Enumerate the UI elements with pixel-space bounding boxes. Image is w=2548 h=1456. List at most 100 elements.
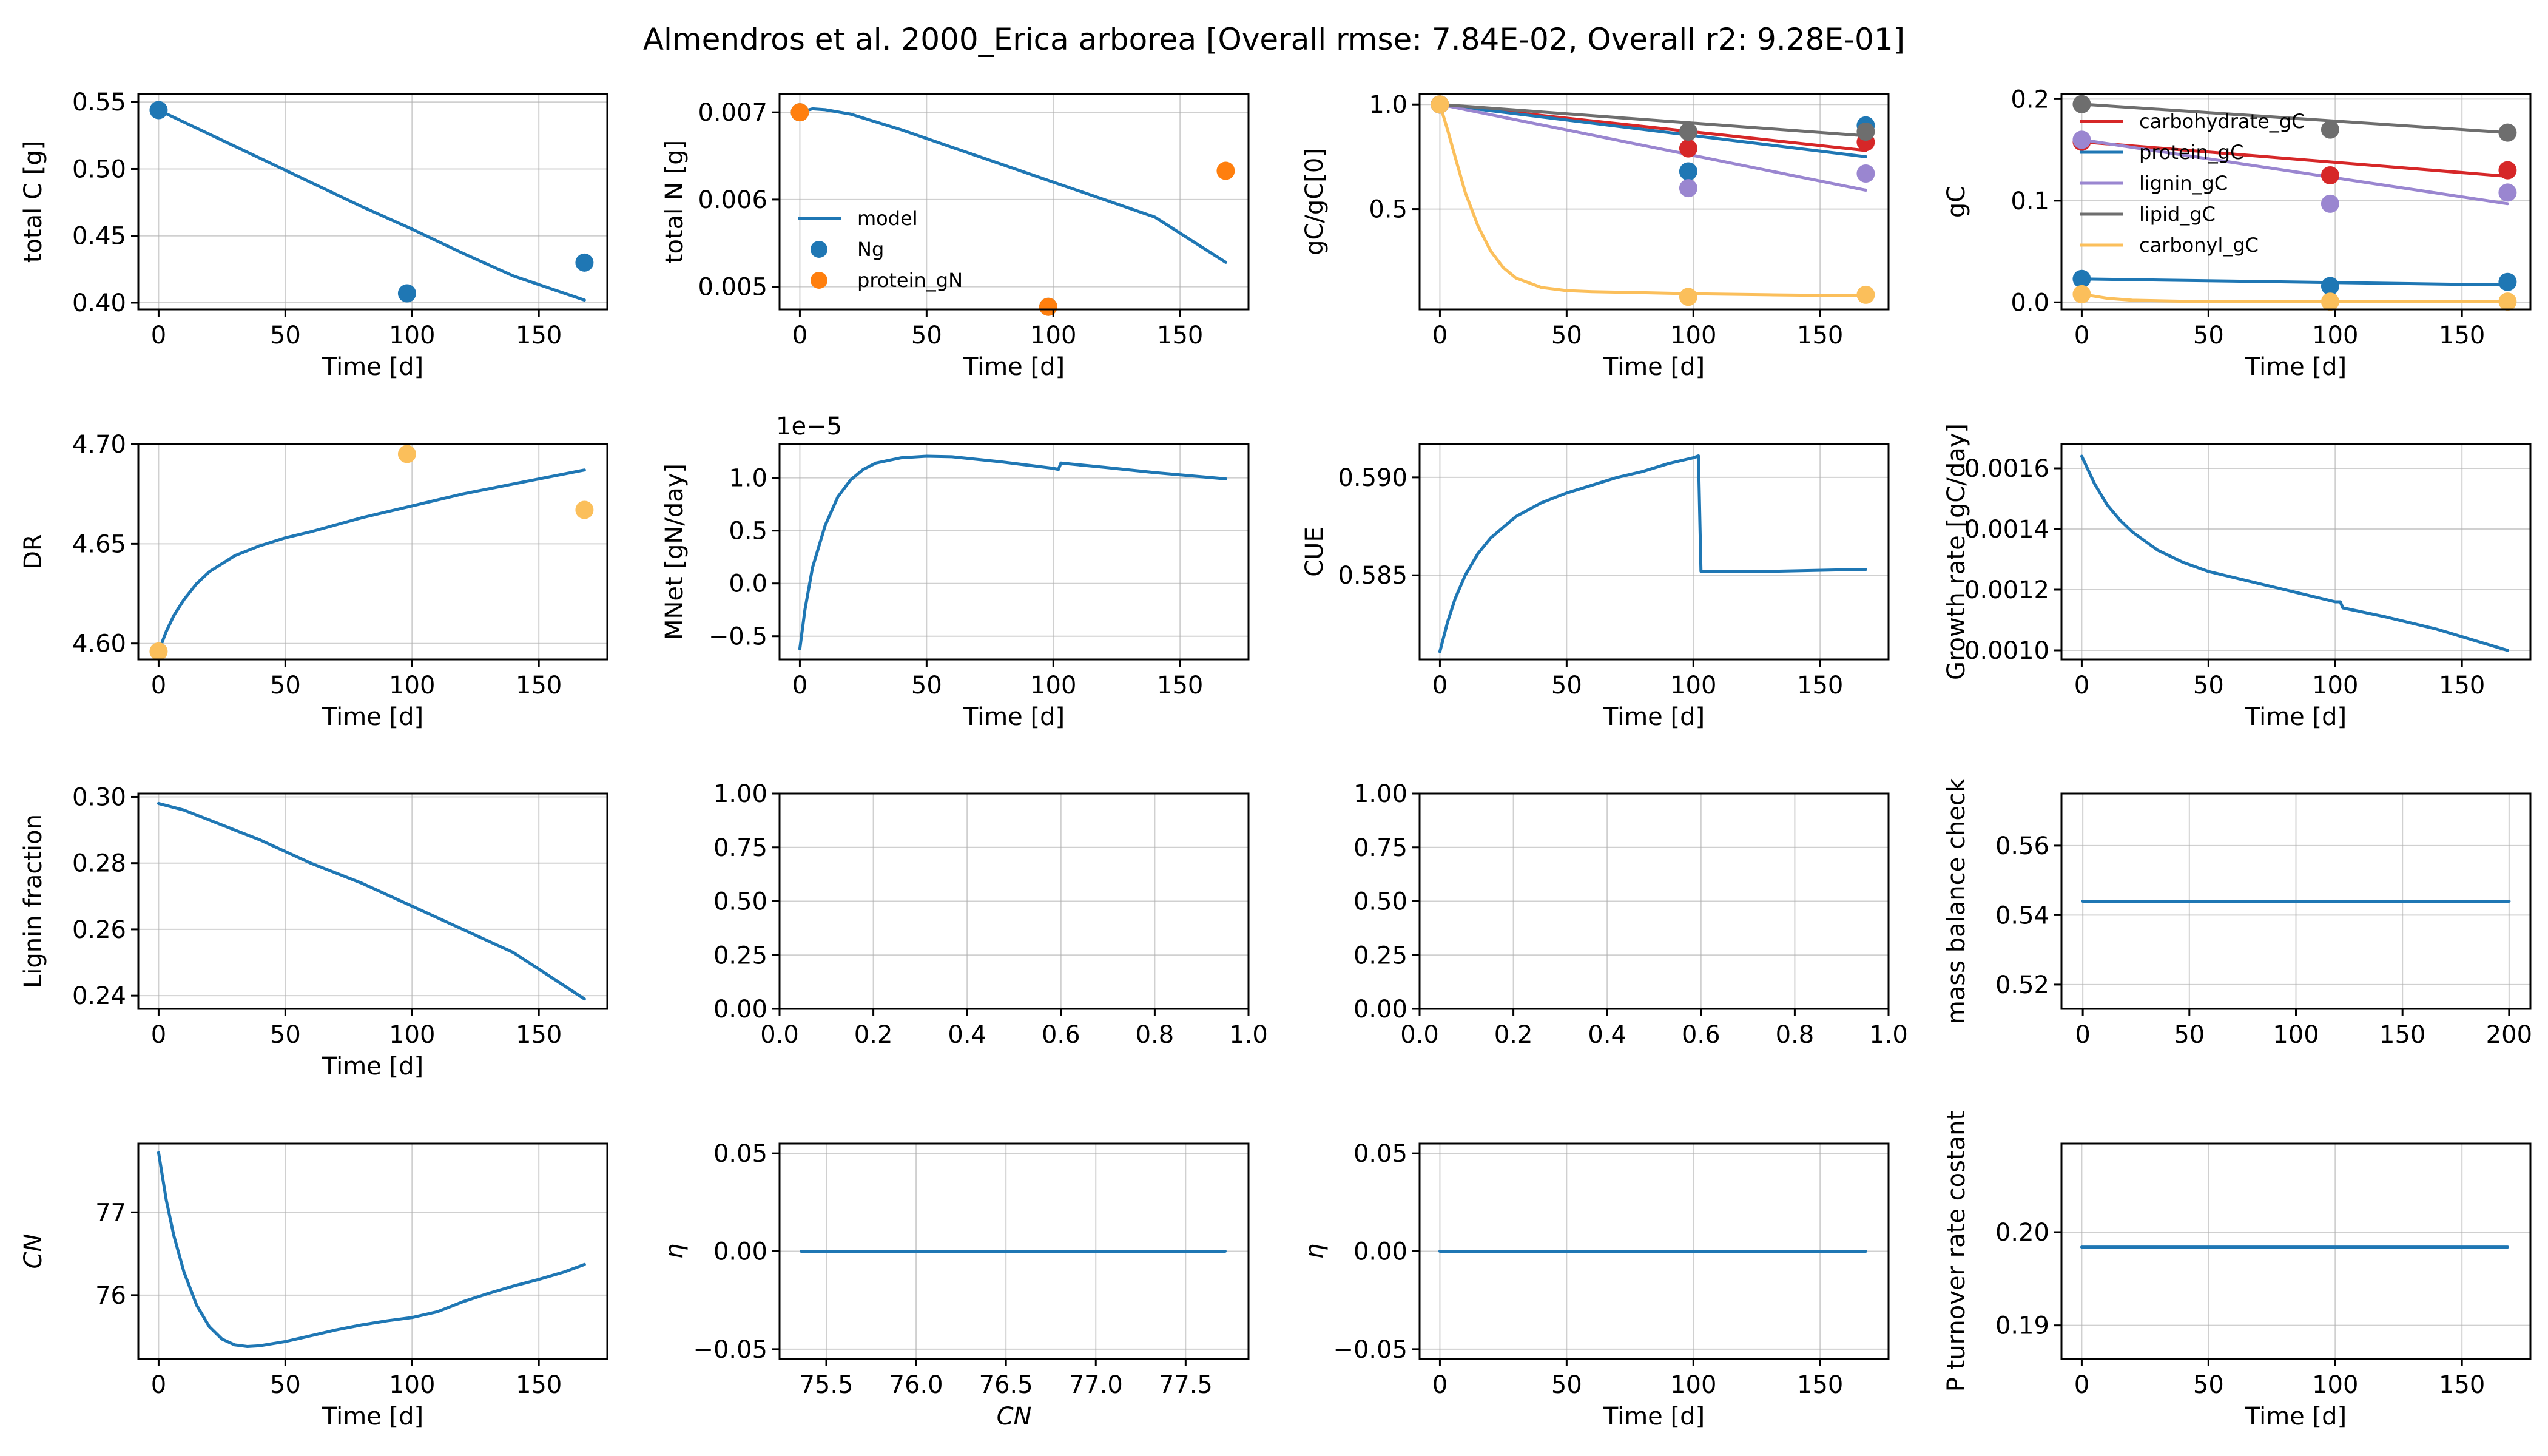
x-tick-label: 0 — [2074, 1371, 2089, 1399]
x-tick-label: 50 — [270, 672, 301, 699]
y-axis-label: DR — [19, 534, 47, 570]
x-axis-label: Time [d] — [1603, 703, 1705, 731]
y-axis-label: η — [661, 1244, 689, 1259]
y-tick-label: 0.590 — [1338, 464, 1407, 492]
x-tick-label: 100 — [389, 1371, 435, 1399]
x-tick-label: 150 — [2439, 1371, 2485, 1399]
y-tick-label: 1.00 — [1353, 780, 1407, 808]
x-tick-label: 0 — [151, 672, 166, 699]
x-axis-label: Time [d] — [322, 1403, 423, 1431]
panel-total-c: 0 50 100 150 0.40 0.45 0.50 0.55 Time [d] total C… — [19, 89, 608, 381]
series-line — [1438, 103, 1867, 298]
data-point — [2072, 285, 2091, 303]
plot-area — [2080, 103, 2509, 303]
x-tick-label: 1.0 — [1869, 1021, 1908, 1049]
x-tick-label: 1.0 — [1229, 1021, 1268, 1049]
legend-label: model — [857, 207, 918, 230]
data-point — [1216, 161, 1235, 180]
x-tick-label: 50 — [911, 672, 942, 699]
data-point — [397, 284, 416, 303]
x-tick-label: 50 — [2174, 1021, 2205, 1049]
x-tick-label: 77.5 — [1159, 1371, 1213, 1399]
legend-label: protein_gN — [857, 269, 963, 292]
data-point — [1431, 95, 1449, 114]
panel-dr: 0 50 100 150 4.60 4.65 4.70 Time [d] DR — [19, 431, 608, 731]
x-tick-label: 150 — [516, 1021, 562, 1049]
y-tick-label: 0.00 — [713, 996, 767, 1023]
panel-mnet: 0 50 100 150 −0.5 0.0 0.5 1.0 Time [d] MNet [gN/d… — [661, 413, 1250, 731]
y-tick-label: 0.19 — [1995, 1312, 2049, 1340]
data-point — [2320, 194, 2339, 213]
legend-label: lignin_gC — [2139, 172, 2228, 195]
y-tick-label: 0.00 — [713, 1238, 767, 1266]
x-tick-label: 0 — [151, 1021, 166, 1049]
series-line-model — [798, 107, 1227, 264]
plot-area — [2080, 454, 2509, 652]
panel-pools-gc: 0 50 100 150 0.0 0.1 0.2 Time [d] gC carbohydrate… — [1943, 86, 2532, 381]
plot-area — [157, 468, 586, 653]
series-line — [157, 1151, 586, 1348]
x-tick-label: 0.8 — [1776, 1021, 1815, 1049]
legend-label: protein_gC — [2139, 141, 2243, 164]
y-axis-label: MNet [gN/day] — [661, 463, 689, 640]
panel-relative-c: 0 50 100 150 0.5 1.0 Time [d] gC/gC[0] — [1301, 91, 1890, 381]
y-axis-label: mass balance check — [1943, 778, 1970, 1024]
x-tick-label: 150 — [516, 1371, 562, 1399]
x-axis-label: Time [d] — [322, 1053, 423, 1080]
y-tick-label: 76 — [95, 1282, 126, 1310]
y-tick-label: 0.1 — [2010, 187, 2049, 215]
y-tick-label: 0.00 — [1353, 1238, 1407, 1266]
x-tick-label: 75.5 — [799, 1371, 853, 1399]
y-tick-label: 0.00 — [1353, 996, 1407, 1023]
series-line — [2080, 454, 2509, 652]
y-tick-label: 0.5 — [729, 517, 767, 545]
y-axis-label: Growth rate [gC/day] — [1943, 423, 1970, 680]
y-axis-label: total N [g] — [661, 140, 689, 263]
axes-frame — [2060, 443, 2532, 661]
x-axis-label: CN — [997, 1403, 1032, 1431]
y-tick-label: 0.25 — [1353, 942, 1407, 969]
y-tick-label: 1.00 — [713, 780, 767, 808]
data-point — [575, 253, 594, 272]
x-tick-label: 100 — [1670, 322, 1716, 349]
panel-empty-1: 0.0 0.2 0.4 0.6 0.8 1.0 0.00 0.25 0.50 0.75 1.00 — [713, 780, 1268, 1049]
y-axis-label: total C [g] — [19, 141, 47, 263]
panel-p-turnover: 0 50 100 150 0.19 0.20 Time [d] P turnover rate… — [1943, 1111, 2532, 1431]
legend-marker — [811, 241, 827, 258]
series-line — [157, 109, 586, 302]
y-tick-label: 0.05 — [1353, 1140, 1407, 1168]
x-tick-label: 150 — [516, 322, 562, 349]
x-tick-label: 100 — [1670, 1371, 1716, 1399]
x-tick-label: 100 — [2312, 322, 2358, 349]
x-tick-label: 0 — [2074, 672, 2089, 699]
data-point — [2320, 277, 2339, 295]
series-line-protein_gC — [2080, 277, 2509, 287]
y-tick-label: 0.30 — [72, 783, 126, 811]
plot-area — [157, 1151, 586, 1348]
x-tick-label: 150 — [2439, 672, 2485, 699]
y-tick-label: 0.40 — [72, 289, 126, 317]
x-tick-label: 150 — [1157, 672, 1203, 699]
legend: carbohydrate_gC protein_gC lignin_gC lipid_… — [2080, 110, 2305, 257]
axes-frame — [137, 1142, 608, 1360]
y-tick-label: 4.65 — [72, 530, 126, 558]
x-axis-label: Time [d] — [322, 703, 423, 731]
legend-label: lipid_gC — [2139, 203, 2216, 226]
y-tick-label: 4.60 — [72, 630, 126, 658]
series-line — [157, 801, 586, 1001]
y-axis-label: CUE — [1301, 527, 1329, 576]
axis-offset-label: 1e−5 — [776, 413, 842, 440]
x-tick-label: 50 — [2193, 322, 2224, 349]
panel-growth-rate: 0 50 100 150 0.0010 0.0012 0.0014 0.0016 Time [d… — [1943, 423, 2532, 731]
series-line — [1438, 103, 1867, 138]
panel-cue: 0 50 100 150 0.585 0.590 Time [d] CUE — [1301, 443, 1890, 731]
x-axis-label: Time [d] — [963, 703, 1065, 731]
figure-title: Almendros et al. 2000_Erica arborea [Ove… — [643, 22, 1905, 57]
x-tick-label: 100 — [1030, 322, 1076, 349]
x-axis-label: Time [d] — [2245, 703, 2347, 731]
y-tick-label: 0.50 — [713, 888, 767, 916]
data-point — [1679, 139, 1697, 158]
x-tick-label: 100 — [389, 1021, 435, 1049]
y-tick-label: 0.05 — [713, 1140, 767, 1168]
